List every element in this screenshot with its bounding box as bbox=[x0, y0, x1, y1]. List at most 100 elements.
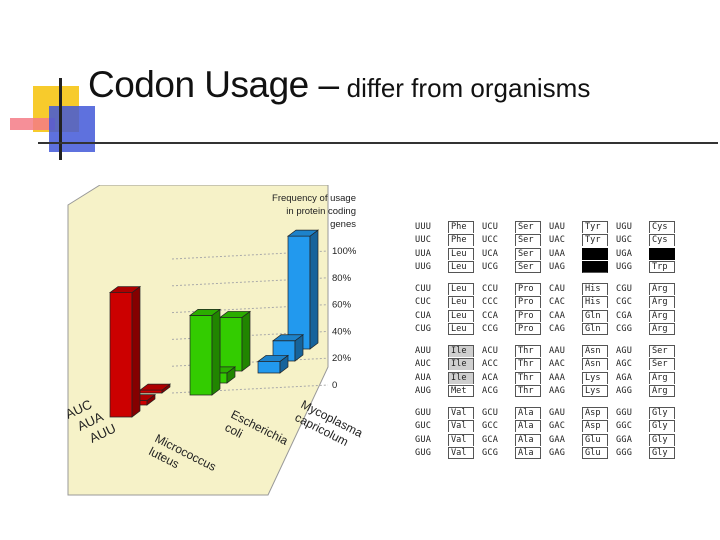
codon-row: CCC Pro bbox=[482, 296, 549, 310]
codon-row: GCU Ala bbox=[482, 406, 549, 420]
codon-label: UUC bbox=[415, 235, 432, 246]
amino-acid-cell: Ser bbox=[515, 247, 541, 260]
bar-front bbox=[219, 317, 243, 372]
genetic-code-table: UUU Phe UUC Phe UUA Leu UUG Leu UCU Ser UCC Ser UCA S… bbox=[415, 218, 683, 466]
codon-label: CUU bbox=[415, 283, 432, 294]
codon-block: ACU Thr ACC Thr ACA Thr ACG Thr bbox=[482, 342, 549, 404]
codon-label: CCA bbox=[482, 310, 499, 321]
codon-row: GUG Val bbox=[415, 447, 482, 461]
codon-row: GAC Asp bbox=[549, 420, 616, 434]
codon-label: CCG bbox=[482, 324, 499, 335]
amino-acid-cell: Gln bbox=[582, 309, 608, 322]
amino-acid-cell: Gly bbox=[649, 406, 675, 419]
amino-acid-cell: Val bbox=[448, 406, 474, 419]
amino-acid-cell: Cys bbox=[649, 234, 675, 247]
codon-label: CAC bbox=[549, 297, 566, 308]
chart-title-line: genes bbox=[330, 219, 356, 230]
codon-label: GAG bbox=[549, 448, 566, 459]
stop-codon-cell bbox=[649, 247, 675, 260]
codon-row: UGC Cys bbox=[616, 234, 683, 248]
codon-row: GAA Glu bbox=[549, 433, 616, 447]
amino-acid-cell: Gly bbox=[649, 420, 675, 433]
amino-acid-cell: Asp bbox=[582, 406, 608, 419]
title-underline bbox=[38, 142, 718, 144]
codon-row: AAA Lys bbox=[549, 371, 616, 385]
codon-block: GCU Ala GCC Ala GCA Ala GCG Ala bbox=[482, 404, 549, 466]
codon-row: CAA Gln bbox=[549, 309, 616, 323]
codon-label: GAA bbox=[549, 434, 566, 445]
bar-top bbox=[188, 309, 222, 316]
amino-acid-cell: Ile bbox=[448, 358, 474, 371]
bar-front bbox=[257, 361, 281, 374]
bar-mycoplasma-capricolum-auu bbox=[286, 229, 320, 350]
codon-row: GGA Gly bbox=[616, 433, 683, 447]
codon-row: GCC Ala bbox=[482, 420, 549, 434]
amino-acid-cell: Leu bbox=[448, 309, 474, 322]
codon-label: AUC bbox=[415, 359, 432, 370]
codon-label: CCU bbox=[482, 283, 499, 294]
codon-block: UAU Tyr UAC Tyr UAA UAG bbox=[549, 218, 616, 280]
codon-block: AGU Ser AGC Ser AGA Arg AGG Arg bbox=[616, 342, 683, 404]
codon-label: CGA bbox=[616, 310, 633, 321]
y-tick-label: 40% bbox=[332, 326, 352, 337]
codon-row: UGU Cys bbox=[616, 220, 683, 234]
amino-acid-cell: Arg bbox=[649, 371, 675, 384]
amino-acid-cell: Val bbox=[448, 433, 474, 446]
amino-acid-cell: Pro bbox=[515, 309, 541, 322]
codon-label: GUA bbox=[415, 434, 432, 445]
codon-row: CAU His bbox=[549, 282, 616, 296]
codon-label: CAG bbox=[549, 324, 566, 335]
codon-row: UGA bbox=[616, 247, 683, 261]
stop-codon-cell bbox=[582, 247, 608, 260]
codon-label: AUA bbox=[415, 372, 432, 383]
bar-side bbox=[309, 229, 319, 350]
y-tick-label: 0 bbox=[332, 380, 337, 391]
codon-label: CUA bbox=[415, 310, 432, 321]
codon-row: GUC Val bbox=[415, 420, 482, 434]
amino-acid-cell: Arg bbox=[649, 323, 675, 336]
codon-row: CGA Arg bbox=[616, 309, 683, 323]
amino-acid-cell: Leu bbox=[448, 323, 474, 336]
codon-label: UUG bbox=[415, 262, 432, 273]
amino-acid-cell: Tyr bbox=[582, 234, 608, 247]
codon-block: CUU Leu CUC Leu CUA Leu CUG Leu bbox=[415, 280, 482, 342]
codon-row: UUG Leu bbox=[415, 261, 482, 275]
slide-title-sub: differ from organisms bbox=[346, 73, 591, 103]
codon-row: GCA Ala bbox=[482, 433, 549, 447]
y-tick-label: 100% bbox=[332, 246, 357, 257]
codon-row: UAG bbox=[549, 261, 616, 275]
codon-row: GGG Gly bbox=[616, 447, 683, 461]
codon-label: UUA bbox=[415, 248, 432, 259]
codon-row: CAG Gln bbox=[549, 323, 616, 337]
codon-row: GAG Glu bbox=[549, 447, 616, 461]
codon-label: AGG bbox=[616, 386, 633, 397]
codon-label: AGA bbox=[616, 372, 633, 383]
bar-mycoplasma-capricolum-auc bbox=[256, 354, 290, 374]
codon-row: ACC Thr bbox=[482, 358, 549, 372]
bar-front bbox=[287, 235, 311, 350]
codon-label: GGC bbox=[616, 421, 633, 432]
amino-acid-cell: Val bbox=[448, 420, 474, 433]
codon-row: UCG Ser bbox=[482, 261, 549, 275]
bar-escherichia-coli-auu bbox=[218, 310, 252, 372]
codon-row: UCC Ser bbox=[482, 234, 549, 248]
chart-title-line: in protein coding bbox=[286, 206, 356, 217]
amino-acid-cell: Trp bbox=[649, 261, 675, 274]
amino-acid-cell: Glu bbox=[582, 447, 608, 460]
codon-label: GCC bbox=[482, 421, 499, 432]
bar-top bbox=[256, 355, 290, 362]
codon-block: AAU Asn AAC Asn AAA Lys AAG Lys bbox=[549, 342, 616, 404]
codon-row: AAU Asn bbox=[549, 344, 616, 358]
amino-acid-cell: Ser bbox=[515, 234, 541, 247]
codon-label: GUC bbox=[415, 421, 432, 432]
codon-row: GAU Asp bbox=[549, 406, 616, 420]
amino-acid-cell: Ile bbox=[448, 371, 474, 384]
codon-label: UCU bbox=[482, 221, 499, 232]
amino-acid-cell: Phe bbox=[448, 234, 474, 247]
amino-acid-cell: Met bbox=[448, 385, 474, 398]
codon-label: UAG bbox=[549, 262, 566, 273]
chart-svg: 100% 80% 60% 40% 20% 0 Frequency of usage in pr… bbox=[60, 184, 415, 503]
codon-label: UGA bbox=[616, 248, 633, 259]
codon-row: AGG Arg bbox=[616, 385, 683, 399]
codon-label: CAA bbox=[549, 310, 566, 321]
